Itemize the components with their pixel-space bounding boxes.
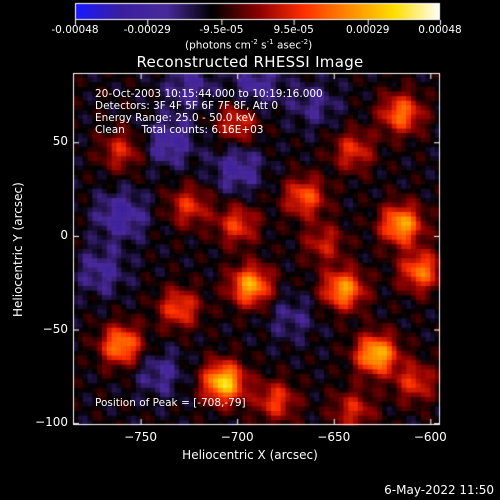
colorbar-tick-label: -0.00048 [51, 24, 99, 36]
y-tick-label: −100 [35, 415, 68, 430]
annotation-time-range: 20-Oct-2003 10:15:44.000 to 10:19:16.000 [95, 88, 323, 100]
y-tick-label: 50 [52, 134, 68, 149]
x-tick-label: −700 [220, 430, 254, 444]
annotation-peak-position: Position of Peak = [-708,-79] [95, 397, 246, 409]
annotation-detectors: Detectors: 3F 4F 5F 6F 7F 8F, Att 0 [95, 100, 279, 112]
x-tick-label: −600 [413, 430, 447, 444]
chart-title: Reconstructed RHESSI Image [136, 53, 364, 71]
y-tick-label: −50 [42, 321, 68, 336]
colorbar-tick-label: 0.00029 [346, 24, 390, 36]
colorbar-tick-label: -0.00029 [123, 24, 171, 36]
colorbar-tick-label: -9.5e-05 [199, 24, 244, 36]
x-tick-label: −650 [317, 430, 351, 444]
y-axis-label: Heliocentric Y (arcsec) [11, 182, 25, 317]
x-axis-label: Heliocentric X (arcsec) [182, 448, 318, 462]
colorbar-tick-label: 0.00048 [418, 24, 462, 36]
colorbar-tick-label: 9.5e-05 [273, 24, 314, 36]
footer-date: 6-May-2022 11:50 [384, 483, 494, 497]
annotation-total-counts: Clean Total counts: 6.16E+03 [95, 124, 264, 136]
colorbar-units: (photons cm-2 s-1 asec-2) [185, 38, 313, 52]
x-tick-label: −750 [124, 430, 158, 444]
annotation-energy-range: Energy Range: 25.0 - 50.0 keV [95, 112, 256, 124]
y-tick-label: 0 [60, 227, 68, 242]
